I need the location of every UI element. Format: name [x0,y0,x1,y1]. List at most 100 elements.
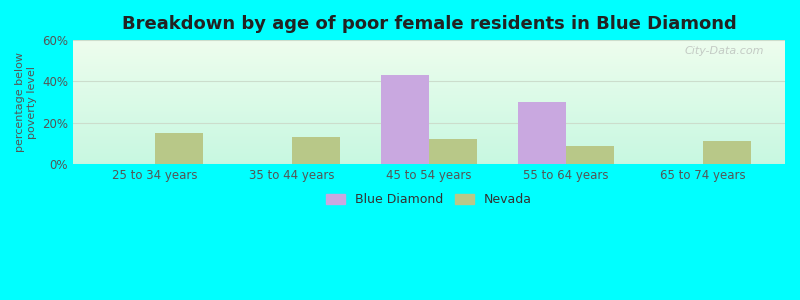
Bar [73,150,785,151]
Bar [73,71,785,72]
Bar [73,46,785,47]
Bar [73,157,785,158]
Bar [73,141,785,142]
Bar [73,108,785,109]
Bar [73,67,785,68]
Bar [73,133,785,134]
Bar [73,145,785,146]
Bar [73,129,785,130]
Bar [73,128,785,129]
Bar [73,132,785,133]
Bar [73,111,785,112]
Bar [73,49,785,50]
Bar [703,142,750,164]
Bar [73,45,785,46]
Bar [73,60,785,61]
Bar [73,97,785,98]
Bar [73,154,785,155]
Bar [73,77,785,78]
Bar [73,61,785,62]
Bar [73,138,785,139]
Bar [73,120,785,121]
Bar [73,106,785,107]
Bar [73,142,785,143]
Legend: Blue Diamond, Nevada: Blue Diamond, Nevada [322,190,536,210]
Bar [73,57,785,58]
Bar [73,79,785,80]
Bar [73,41,785,42]
Bar [73,118,785,119]
Bar [73,51,785,52]
Bar [73,107,785,108]
Bar [73,139,785,140]
Bar [73,44,785,45]
Bar [73,102,785,103]
Bar [73,84,785,85]
Bar [73,64,785,65]
Bar [73,123,785,124]
Bar [73,89,785,90]
Bar [73,155,785,156]
Bar [73,137,785,138]
Bar [73,100,785,101]
Bar [73,65,785,66]
Bar [73,87,785,88]
Bar [73,153,785,154]
Bar [73,72,785,73]
Bar [73,53,785,54]
Bar [73,125,785,126]
Bar [73,160,785,161]
Bar [73,156,785,157]
Bar [73,58,785,59]
Bar [73,104,785,105]
Bar [73,76,785,77]
Bar [73,115,785,116]
Bar [73,122,785,123]
Bar [518,102,566,164]
Bar [73,50,785,51]
Bar [73,55,785,56]
Bar [73,117,785,118]
Bar [381,75,429,164]
Bar [73,85,785,86]
Bar [73,126,785,127]
Bar [73,56,785,57]
Bar [292,137,340,164]
Bar [73,162,785,163]
Bar [73,146,785,147]
Bar [73,82,785,83]
Bar [566,146,614,164]
Bar [73,136,785,137]
Bar [73,86,785,87]
Bar [73,105,785,106]
Bar [73,158,785,159]
Bar [73,149,785,150]
Bar [73,163,785,164]
Bar [155,133,203,164]
Bar [73,94,785,95]
Bar [73,147,785,148]
Bar [73,83,785,84]
Bar [73,70,785,71]
Bar [73,114,785,115]
Bar [73,88,785,89]
Bar [73,135,785,136]
Bar [73,151,785,152]
Bar [73,161,785,162]
Bar [73,93,785,94]
Bar [73,152,785,153]
Bar [73,131,785,132]
Bar [73,69,785,70]
Bar [73,140,785,141]
Bar [73,54,785,55]
Bar [73,52,785,53]
Bar [73,124,785,125]
Bar [73,42,785,43]
Bar [73,74,785,75]
Title: Breakdown by age of poor female residents in Blue Diamond: Breakdown by age of poor female resident… [122,15,736,33]
Bar [73,103,785,104]
Bar [73,121,785,122]
Bar [73,92,785,93]
Bar [73,75,785,76]
Bar [73,59,785,60]
